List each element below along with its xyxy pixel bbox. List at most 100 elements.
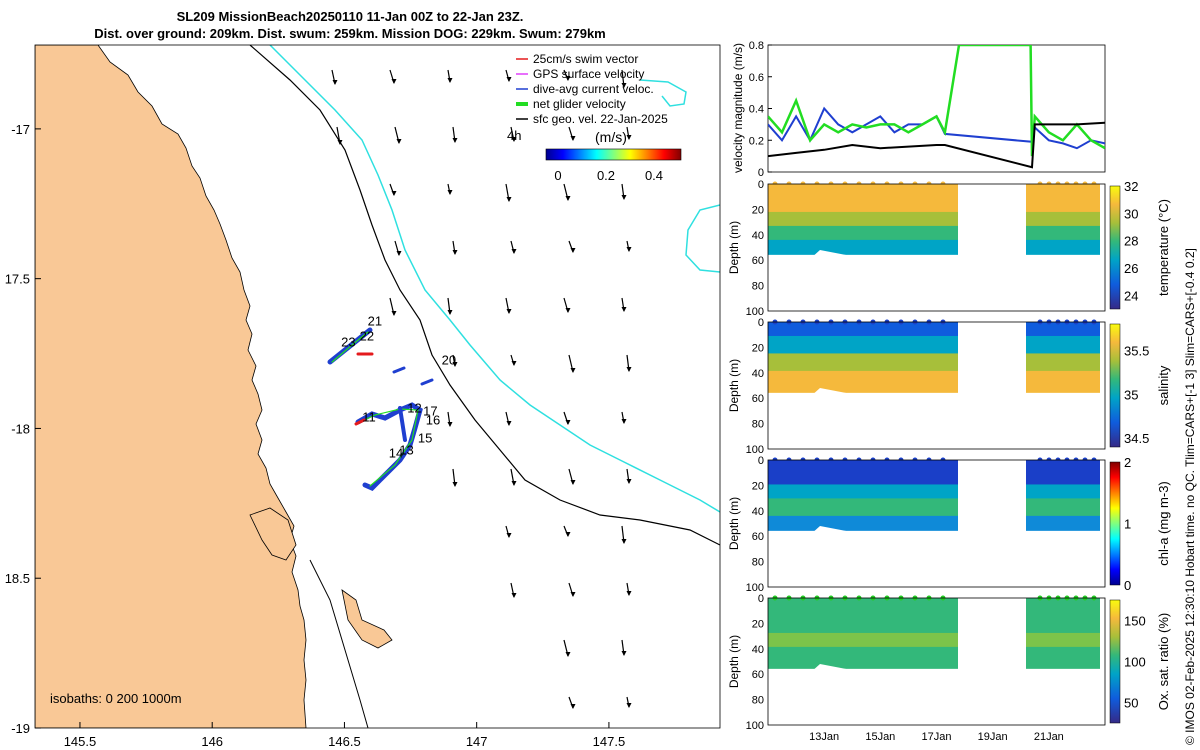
profile-data-layer (768, 211, 1100, 227)
colorbar-tick-label: 35.5 (1124, 343, 1149, 358)
surface-sample-dot (800, 595, 806, 601)
chart-subtitle: Dist. over ground: 209km. Dist. swum: 25… (94, 26, 606, 41)
velocity-arrow (568, 468, 576, 485)
surface-sample-dot (912, 319, 918, 325)
surface-sample-dot (1082, 595, 1088, 601)
velocity-arrow (563, 69, 571, 81)
legend-time-label: 4h (507, 128, 521, 143)
profile-data-layer (768, 515, 1100, 531)
velocity-arrow (621, 183, 627, 200)
surface-sample-dot (1055, 457, 1061, 463)
velocity-axes (767, 44, 1106, 173)
velocity-arrow (568, 126, 576, 141)
surface-sample-dot (1055, 181, 1061, 187)
profile-axes-frame (767, 459, 1106, 588)
surface-sample-dot (1037, 457, 1043, 463)
profile-ytick-label: 40 (752, 644, 764, 656)
surface-sample-dot (814, 595, 820, 601)
surface-sample-dot (828, 319, 834, 325)
surface-sample-dot (772, 595, 778, 601)
profile-ytick-label: 0 (758, 593, 764, 605)
velocity-arrow (447, 69, 453, 83)
surface-sample-dot (898, 181, 904, 187)
velocity-arrow (447, 297, 453, 315)
surface-sample-dot (1064, 319, 1070, 325)
velocity-arrow (505, 183, 512, 202)
velocity-series-line (768, 106, 1105, 150)
velocity-arrow (563, 639, 571, 657)
profile-ytick-label: 80 (752, 281, 764, 293)
profile-ytick-label: 0 (758, 317, 764, 329)
velocity-arrow (510, 240, 517, 254)
profile-zlabel: salinity (1156, 365, 1171, 405)
profile-data-layer (768, 239, 1100, 255)
profile-ytick-label: 40 (752, 506, 764, 518)
surface-sample-dot (842, 595, 848, 601)
velocity-arrow (389, 69, 397, 84)
surface-sample-dot (1073, 319, 1079, 325)
profile-data-layer (768, 322, 1100, 337)
surface-sample-dot (828, 181, 834, 187)
colorbar-tick-label: 2 (1124, 455, 1131, 470)
profile-ytick-label: 40 (752, 230, 764, 242)
velocity-ylabel: velocity magnitude (m/s) (731, 43, 745, 173)
surface-sample-dot (870, 181, 876, 187)
waypoint-label: 21 (368, 314, 382, 329)
velocity-arrow (505, 297, 512, 314)
surface-sample-dot (898, 595, 904, 601)
velocity-ytick-label: 0.8 (749, 40, 764, 52)
colorbar-tick-label: 0.4 (645, 168, 663, 183)
surface-sample-dot (772, 319, 778, 325)
map-frame (34, 44, 721, 729)
colorbar-tick-label: 26 (1124, 261, 1138, 276)
velocity-arrow (331, 69, 338, 85)
isobath-legend: isobaths: 0 200 1000m (50, 691, 182, 706)
profile-data-layer (768, 370, 1100, 393)
map-xtick-label: 146 (201, 734, 223, 749)
surface-sample-dot (870, 457, 876, 463)
surface-sample-dot (940, 181, 946, 187)
colorbar-tick-label: 0 (1124, 578, 1131, 593)
surface-sample-dot (1091, 319, 1097, 325)
profile-ytick-label: 20 (752, 342, 764, 354)
surface-sample-dot (898, 319, 904, 325)
velocity-arrow (452, 354, 458, 367)
surface-sample-dot (884, 181, 890, 187)
profile-colorbar (1109, 185, 1121, 310)
credit-text: © IMOS 02-Feb-2025 12:30:10 Hobart time.… (1183, 248, 1197, 745)
surface-sample-dot (884, 595, 890, 601)
profile-axes-bg (768, 598, 1105, 725)
waypoint-label: 17 (423, 403, 437, 418)
isobath-1000m-north (639, 79, 687, 107)
velocity-arrow (394, 126, 402, 144)
time-xtick-label: 13Jan (809, 731, 839, 743)
map-ytick-label: -17 (11, 122, 30, 137)
surface-sample-dot (800, 457, 806, 463)
colorbar-tick-label: 34.5 (1124, 431, 1149, 446)
profile-axes-bg (768, 184, 1105, 311)
waypoint-label: 23 (341, 335, 355, 350)
profile-axes-frame (767, 321, 1106, 450)
waypoint-label: 14 (389, 445, 403, 460)
surface-sample-dot (1091, 457, 1097, 463)
profile-zlabel: temperature (°C) (1156, 199, 1171, 296)
colorbar-label: (m/s) (595, 129, 627, 145)
surface-sample-dot (1082, 181, 1088, 187)
surface-sample-dot (1073, 181, 1079, 187)
surface-sample-dot (1046, 181, 1052, 187)
profile-ytick-label: 100 (746, 582, 764, 594)
velocity-arrow (563, 411, 571, 425)
velocity-arrow (626, 696, 632, 708)
surface-sample-dot (786, 457, 792, 463)
surface-sample-dot (814, 319, 820, 325)
velocity-arrow (336, 126, 343, 145)
profile-zlabel: Ox. sat. ratio (%) (1156, 613, 1171, 711)
profile-colorbar (1109, 461, 1121, 586)
profile-data-layer (768, 353, 1100, 372)
surface-sample-dot (884, 457, 890, 463)
velocity-arrow (510, 126, 517, 142)
colorbar-tick-label: 100 (1124, 655, 1146, 670)
